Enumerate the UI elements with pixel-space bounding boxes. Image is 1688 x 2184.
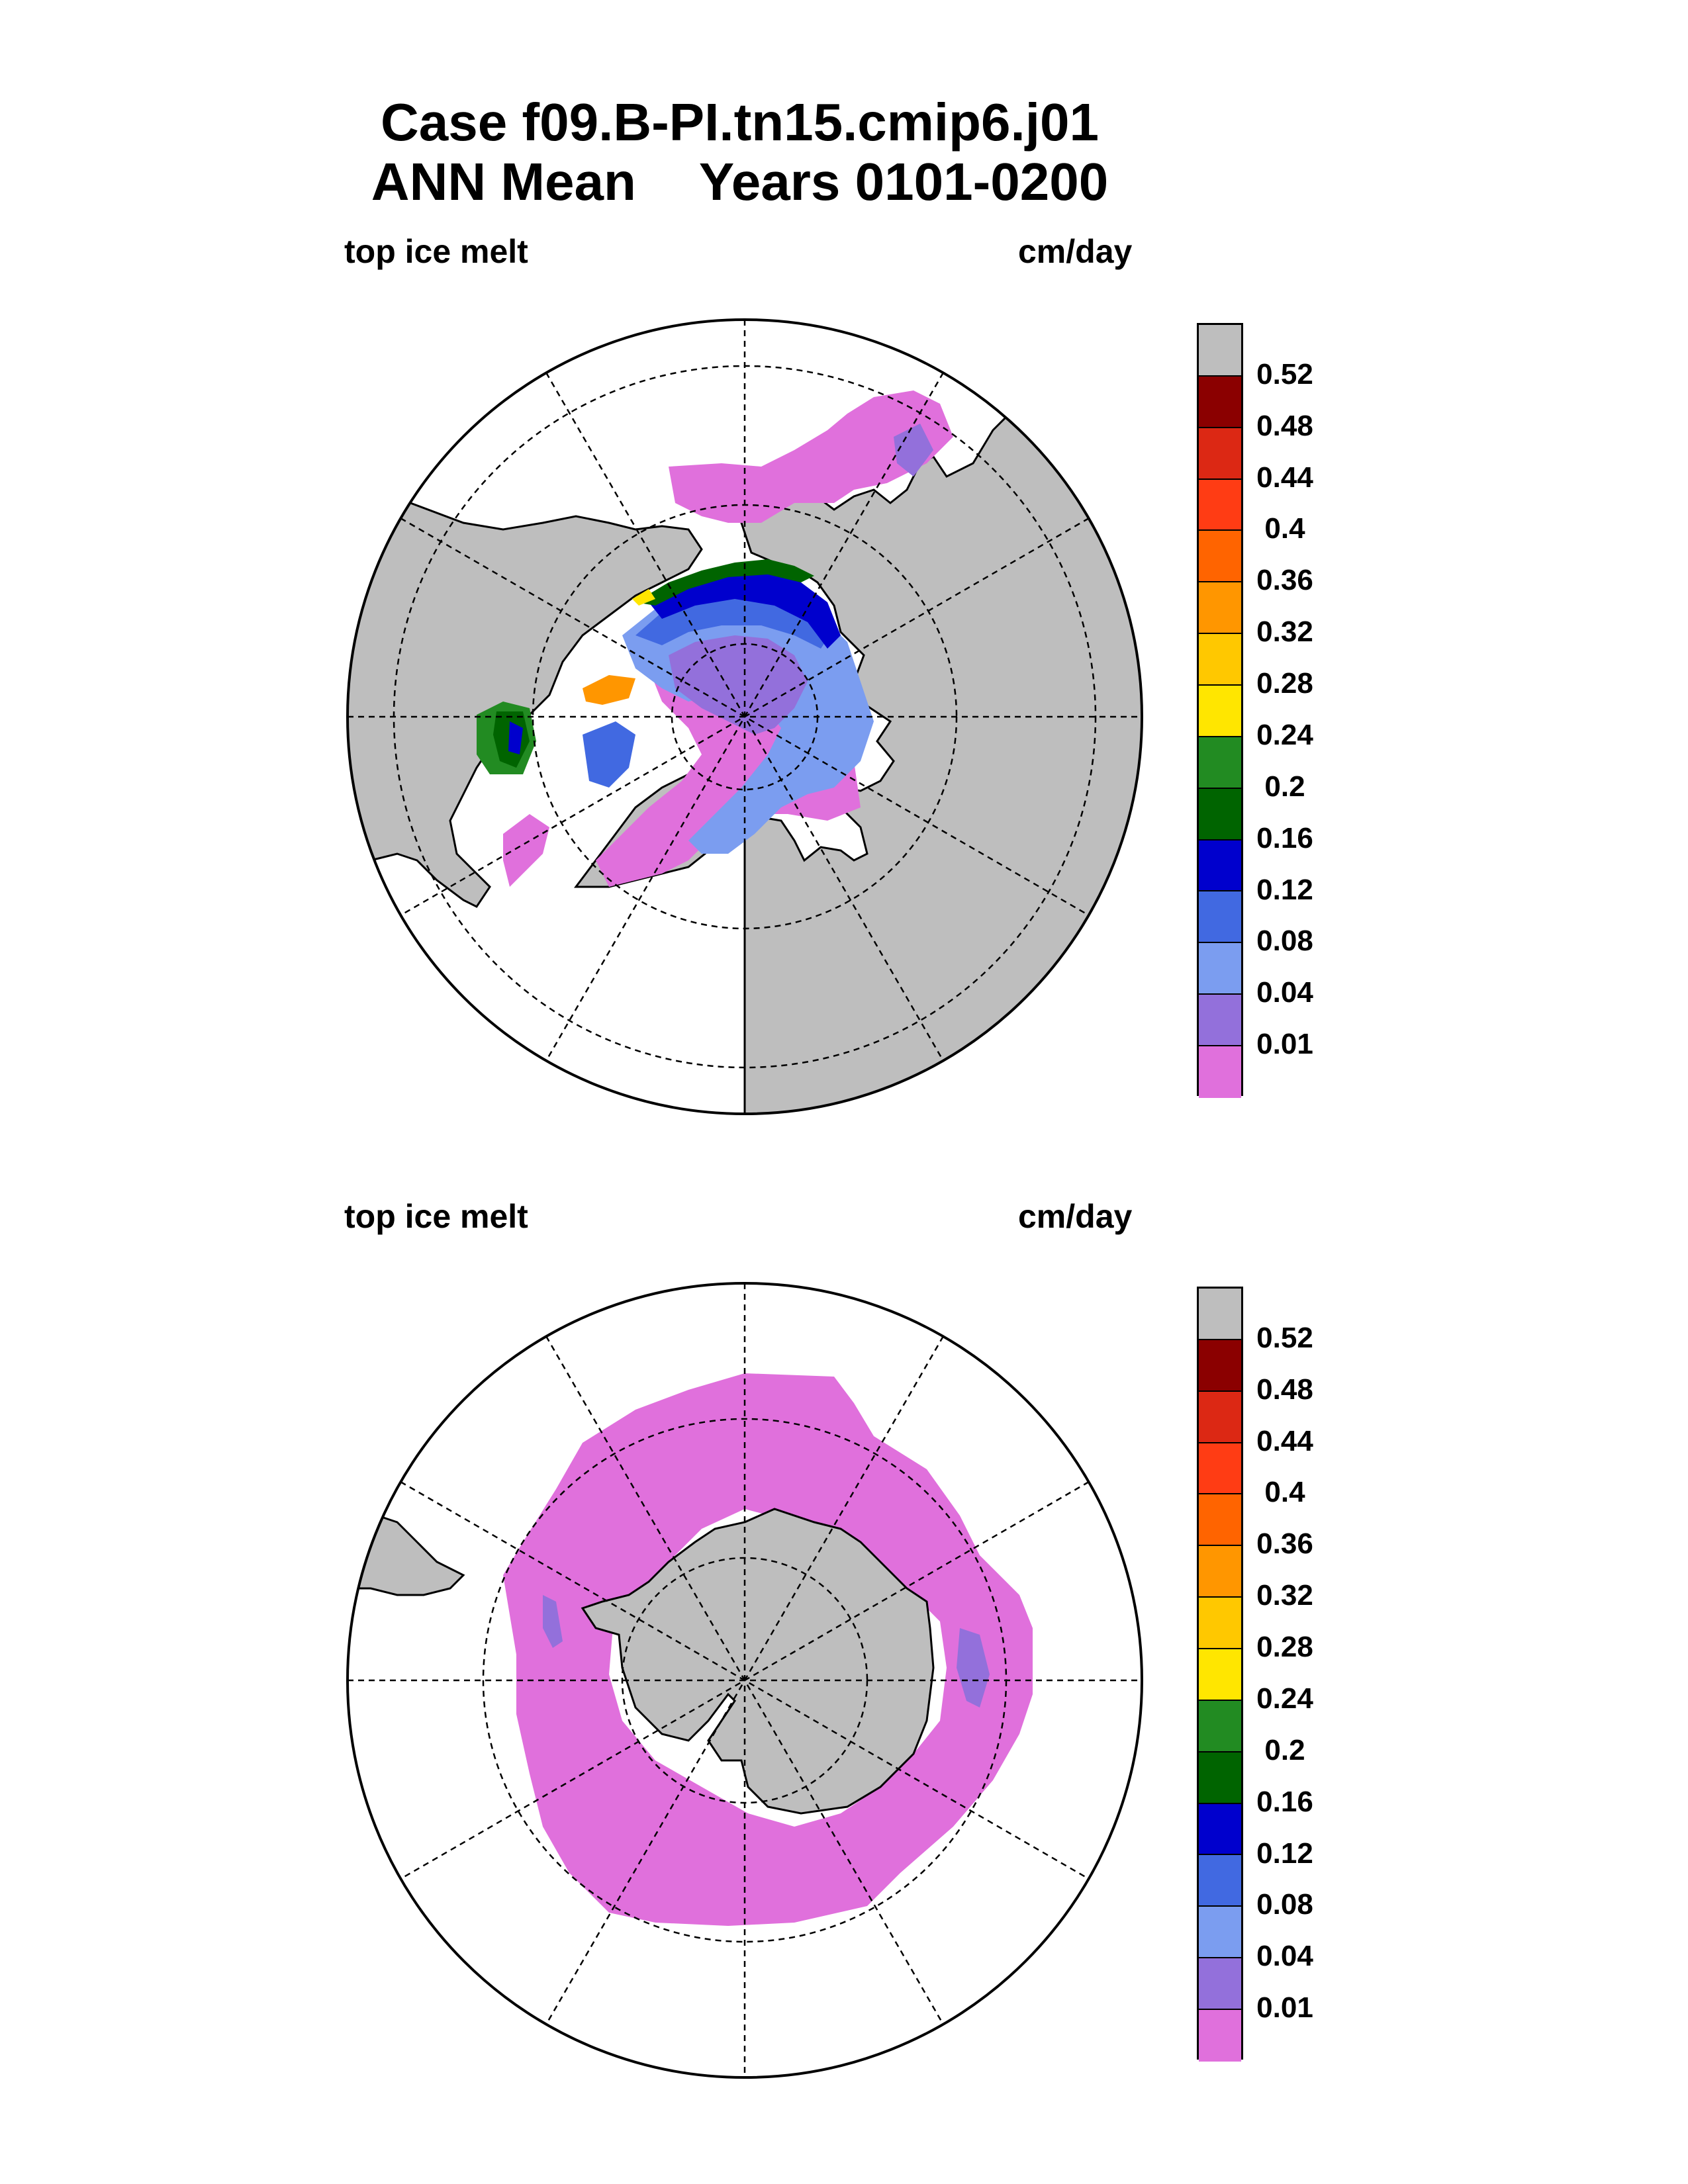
- colorbar-south-swatch: [1199, 1598, 1241, 1650]
- colorbar-north-swatch: [1199, 788, 1241, 841]
- north-melt-orange: [583, 675, 635, 705]
- south-melt-purple-west: [543, 1595, 563, 1648]
- figure-title-period: ANN Mean Years 0101-0200: [0, 156, 1479, 208]
- north-melt-okhotsk-purple: [894, 424, 933, 477]
- colorbar-north-swatch: [1199, 891, 1241, 944]
- colorbar-south-tick-label: 0.08: [1256, 1888, 1313, 1921]
- colorbar-north-swatch: [1199, 840, 1241, 892]
- colorbar-north-swatch: [1199, 582, 1241, 635]
- figure-title-case: Case f09.B-PI.tn15.cmip6.j01: [381, 93, 1099, 152]
- colorbar-south-swatch: [1199, 1855, 1241, 1907]
- colorbar-north-swatch: [1199, 479, 1241, 531]
- south-melt-purple-east: [957, 1628, 990, 1707]
- colorbar-north-swatch: [1199, 686, 1241, 737]
- colorbar-north-tick-label: 0.12: [1256, 873, 1313, 906]
- colorbar-north-tick-label: 0.2: [1264, 770, 1305, 803]
- colorbar-south-tick-label: 0.12: [1256, 1837, 1313, 1870]
- north-map-border: [346, 318, 1143, 1115]
- colorbar-north-tick-label: 0.28: [1256, 667, 1313, 700]
- colorbar-south-swatch: [1199, 1958, 1241, 2011]
- north-melt-darkgreen: [635, 559, 814, 606]
- panel1-variable-label: top ice melt: [344, 233, 528, 270]
- north-melt-purple: [669, 635, 808, 735]
- colorbar-south-swatch: [1199, 1546, 1241, 1598]
- north-melt-pink-labrador: [503, 814, 549, 887]
- panel2-units-label: cm/day: [1018, 1198, 1133, 1235]
- colorbar-north-tick-label: 0.08: [1256, 925, 1313, 958]
- panel1-units-label: cm/day: [1018, 233, 1133, 270]
- colorbar-south-tick-label: 0.36: [1256, 1527, 1313, 1561]
- colorbar-south-swatch: [1199, 1907, 1241, 1959]
- south-land-antarctica: [581, 1508, 935, 1815]
- colorbar-south-tick-label: 0.01: [1256, 1991, 1313, 2025]
- colorbar-north-tick-label: 0.16: [1256, 821, 1313, 854]
- colorbar-north-swatch: [1199, 737, 1241, 789]
- colorbar-north-swatch: [1199, 325, 1241, 377]
- colorbar-north-tick-label: 0.36: [1256, 564, 1313, 597]
- colorbar-south-tick-label: 0.48: [1256, 1373, 1313, 1406]
- colorbar-south-swatch: [1199, 1391, 1241, 1443]
- colorbar-north-swatch: [1199, 943, 1241, 995]
- panel2-variable-label: top ice melt: [344, 1198, 528, 1235]
- colorbar-north-swatch: [1199, 634, 1241, 686]
- colorbar-south-tick-label: 0.16: [1256, 1785, 1313, 1818]
- colorbar-south-swatch: [1199, 1752, 1241, 1804]
- colorbar-north: [1197, 323, 1243, 1098]
- colorbar-south-tick-label: 0.44: [1256, 1424, 1313, 1457]
- north-melt-yellow: [632, 589, 655, 606]
- colorbar-south-tick-label: 0.2: [1264, 1733, 1305, 1766]
- colorbar-south-tick-label: 0.52: [1256, 1321, 1313, 1354]
- colorbar-south-swatch: [1199, 2010, 1241, 2062]
- colorbar-south: [1197, 1287, 1243, 2062]
- colorbar-north-tick-label: 0.01: [1256, 1028, 1313, 1061]
- colorbar-north-swatch: [1199, 995, 1241, 1047]
- north-melt-baffin-blue: [583, 721, 635, 788]
- colorbar-north-swatch: [1199, 1046, 1241, 1098]
- colorbar-south-tick-label: 0.28: [1256, 1631, 1313, 1664]
- colorbar-south-tick-label: 0.24: [1256, 1682, 1313, 1715]
- north-melt-hudson-blue: [508, 721, 523, 754]
- north-graticule: [348, 320, 1142, 1114]
- colorbar-north-tick-label: 0.4: [1264, 512, 1305, 545]
- colorbar-north-swatch: [1199, 428, 1241, 480]
- north-melt-pink-okhotsk: [669, 390, 953, 523]
- colorbar-north-tick-label: 0.52: [1256, 357, 1313, 390]
- colorbar-north-swatch: [1199, 376, 1241, 428]
- south-polar-map: [348, 1283, 1142, 2077]
- north-polar-map: [348, 320, 1142, 1114]
- south-map-border: [346, 1282, 1143, 2079]
- colorbar-north-tick-label: 0.44: [1256, 461, 1313, 494]
- colorbar-south-swatch: [1199, 1494, 1241, 1547]
- colorbar-south-swatch: [1199, 1649, 1241, 1701]
- colorbar-south-tick-label: 0.32: [1256, 1579, 1313, 1612]
- south-graticule: [348, 1283, 1142, 2077]
- colorbar-south-swatch: [1199, 1803, 1241, 1856]
- north-melt-darkblue: [649, 569, 841, 649]
- colorbar-north-tick-label: 0.32: [1256, 615, 1313, 649]
- colorbar-north-tick-label: 0.04: [1256, 976, 1313, 1009]
- south-melt-pink: [503, 1373, 1033, 1926]
- colorbar-south-tick-label: 0.4: [1264, 1476, 1305, 1509]
- colorbar-south-swatch: [1199, 1443, 1241, 1495]
- figure-title-years: Years 0101-0200: [698, 152, 1109, 211]
- colorbar-south-swatch: [1199, 1340, 1241, 1392]
- colorbar-north-tick-label: 0.24: [1256, 718, 1313, 751]
- colorbar-south-swatch: [1199, 1700, 1241, 1752]
- figure-title-season: ANN Mean: [371, 152, 636, 211]
- colorbar-north-swatch: [1199, 531, 1241, 583]
- colorbar-south-swatch: [1199, 1289, 1241, 1340]
- colorbar-south-tick-label: 0.04: [1256, 1940, 1313, 1973]
- colorbar-north-tick-label: 0.48: [1256, 409, 1313, 442]
